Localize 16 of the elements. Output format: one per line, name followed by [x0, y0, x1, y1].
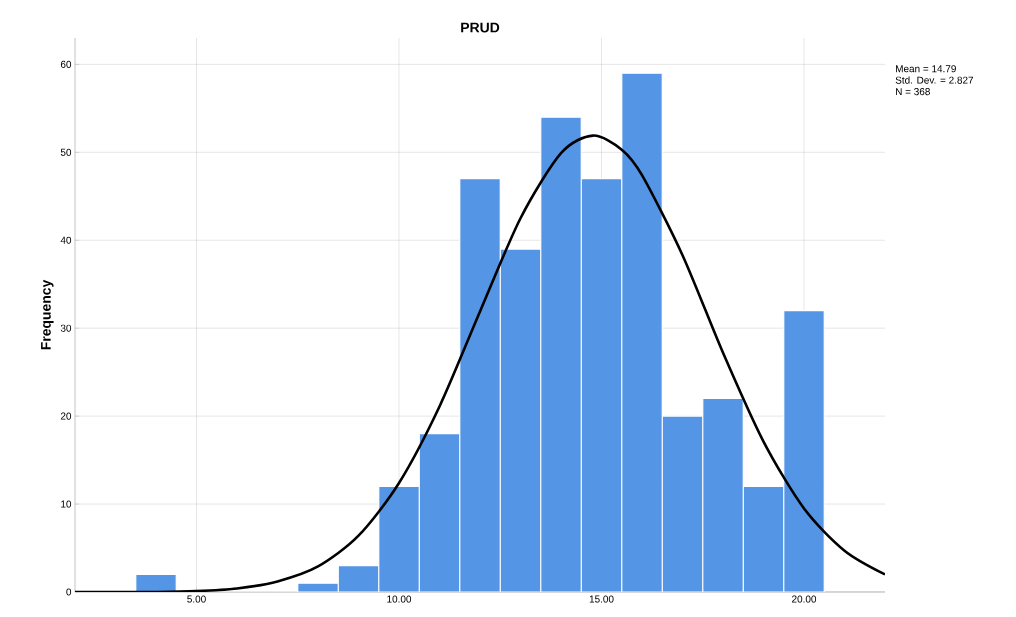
text: Mean = 14.79 — [896, 65, 956, 73]
y-tick-label: 60 — [60, 60, 72, 68]
y-tick-label: 30 — [60, 324, 72, 332]
text: Std. Dev. = 2.827 — [895, 76, 974, 84]
x-tick-label: 15.00 — [589, 595, 614, 603]
y-tick-label: 40 — [60, 236, 72, 244]
text: N = 368 — [896, 88, 930, 96]
y-tick-label: 0 — [66, 588, 72, 596]
y-tick-label: 10 — [61, 500, 72, 508]
x-tick-label: 10.00 — [387, 595, 412, 603]
y-tick-label: 50 — [60, 148, 72, 156]
y-axis-title: Frequency — [41, 279, 54, 350]
x-tick-label: 20.00 — [792, 595, 817, 603]
x-tick-label: 5.00 — [187, 595, 206, 603]
chart-title: PRUD — [461, 22, 500, 33]
y-tick-label: 20 — [60, 412, 72, 420]
